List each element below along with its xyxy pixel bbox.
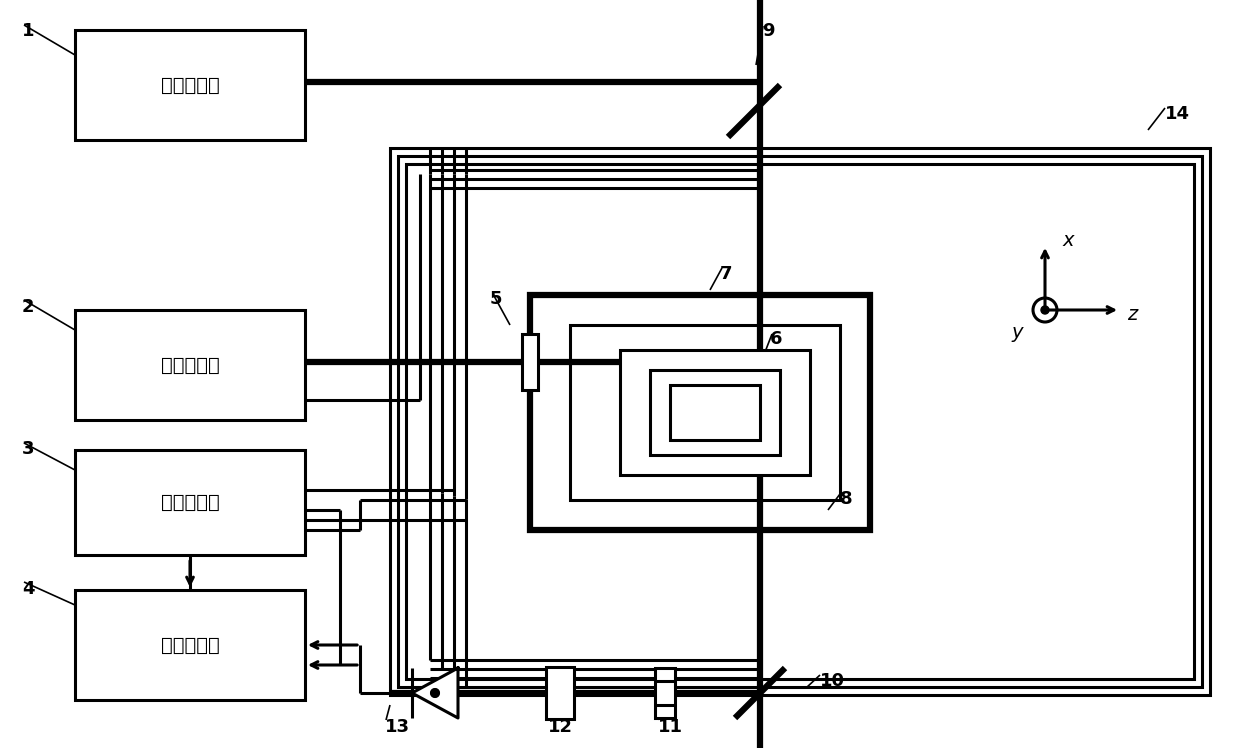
Text: 14: 14 xyxy=(1166,105,1190,123)
Text: 4: 4 xyxy=(22,580,35,598)
Bar xyxy=(546,667,574,719)
Bar xyxy=(522,334,538,390)
Bar xyxy=(655,668,675,718)
Text: 13: 13 xyxy=(384,718,410,736)
Bar xyxy=(620,350,810,475)
Text: 抽运激光器: 抽运激光器 xyxy=(161,355,219,375)
Circle shape xyxy=(1042,306,1049,314)
Text: 锁相放大器: 锁相放大器 xyxy=(161,636,219,654)
Text: 6: 6 xyxy=(770,330,782,348)
Bar xyxy=(391,148,1210,695)
Bar xyxy=(74,30,305,140)
Text: 5: 5 xyxy=(490,290,502,308)
Bar xyxy=(74,310,305,420)
Text: 函数发生器: 函数发生器 xyxy=(161,493,219,512)
Text: 2: 2 xyxy=(22,298,35,316)
Text: 9: 9 xyxy=(763,22,775,40)
Text: 11: 11 xyxy=(658,718,683,736)
Bar xyxy=(74,450,305,555)
Bar xyxy=(405,164,1194,679)
Text: 检测激光器: 检测激光器 xyxy=(161,76,219,94)
Text: z: z xyxy=(1127,304,1137,323)
Text: 1: 1 xyxy=(22,22,35,40)
Polygon shape xyxy=(412,668,458,718)
Bar xyxy=(529,295,870,530)
Text: x: x xyxy=(1063,230,1075,250)
Text: 7: 7 xyxy=(720,265,733,283)
Text: 10: 10 xyxy=(820,672,844,690)
Circle shape xyxy=(432,689,439,697)
Bar xyxy=(570,325,839,500)
Bar xyxy=(74,590,305,700)
Text: 3: 3 xyxy=(22,440,35,458)
Bar xyxy=(670,385,760,440)
Text: 8: 8 xyxy=(839,490,853,508)
Bar xyxy=(398,156,1202,687)
Text: y: y xyxy=(1012,322,1023,342)
Text: 12: 12 xyxy=(548,718,573,736)
Bar xyxy=(650,370,780,455)
